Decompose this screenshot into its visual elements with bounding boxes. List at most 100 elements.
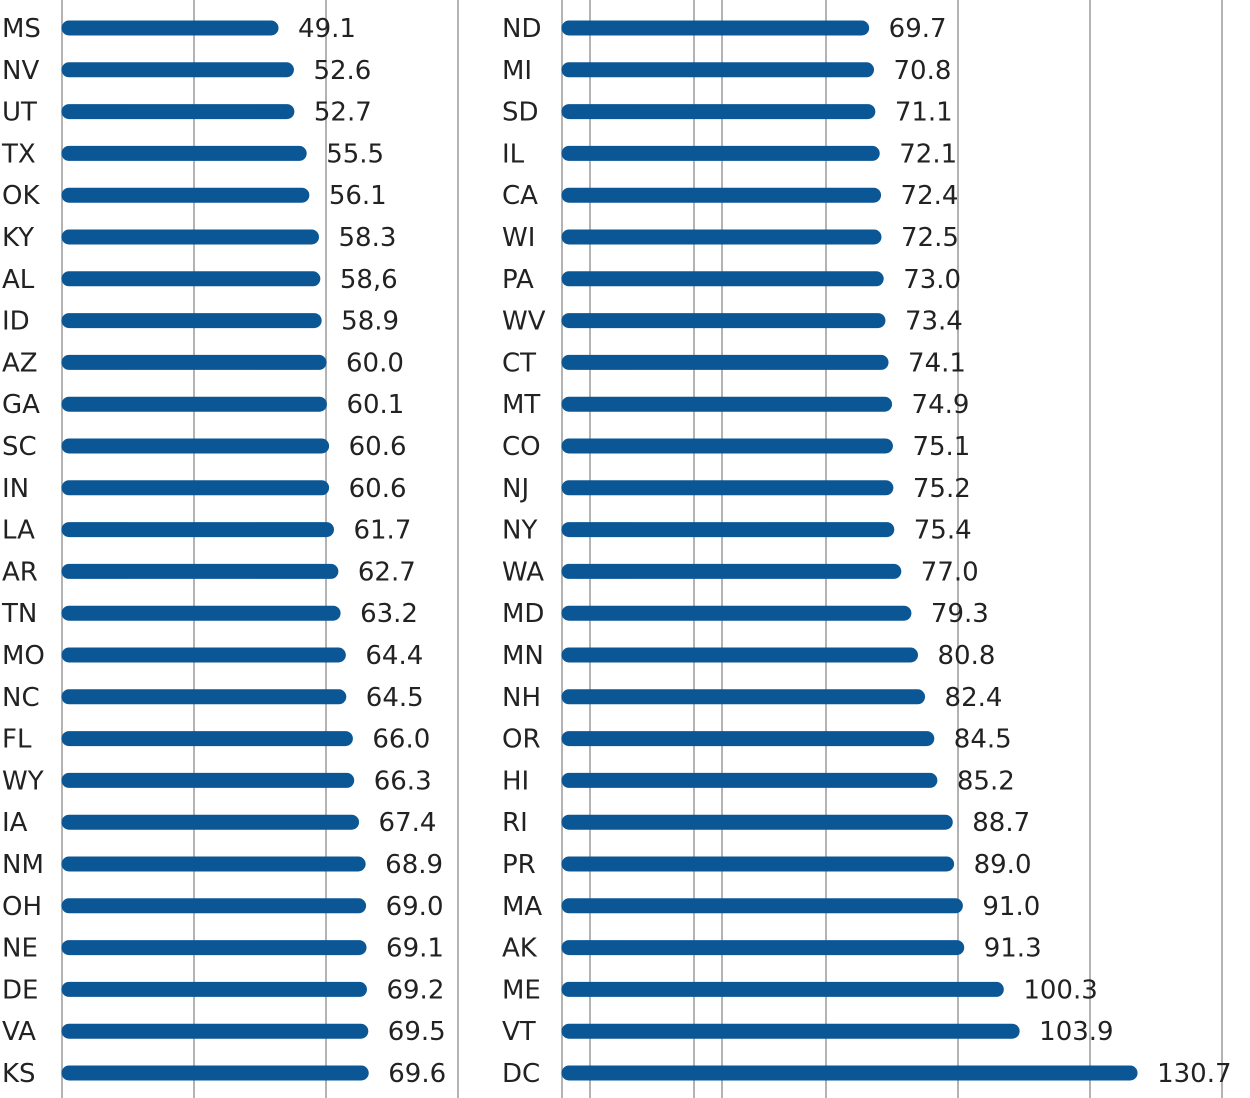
category-label-al: AL [2, 265, 35, 295]
value-label-nh: 82.4 [945, 683, 1003, 713]
value-label-mo: 64.4 [365, 641, 423, 671]
category-label-de: DE [2, 975, 38, 1005]
chart-panel-1: MS 49.1 NV 52.6 UT 52.7 TX 55.5 OK 56.1 KY 58.3 AL 58… [1, 0, 723, 1098]
value-label-ri: 88.7 [972, 808, 1030, 838]
value-label-tx: 55.5 [326, 139, 384, 169]
category-label-co: CO [502, 432, 541, 462]
value-label-tn: 63.2 [360, 599, 418, 629]
value-label-sc: 60.6 [349, 432, 407, 462]
category-label-sc: SC [2, 432, 37, 462]
category-label-wa: WA [502, 557, 544, 587]
category-label-az: AZ [2, 348, 38, 378]
category-label-ne: NE [2, 934, 38, 964]
value-label-ok: 56.1 [329, 181, 387, 211]
value-label-wy: 66.3 [374, 766, 432, 796]
value-label-ma: 91.0 [982, 892, 1040, 922]
value-label-il: 72.1 [899, 139, 957, 169]
value-label-dc: 130.7 [1157, 1059, 1231, 1089]
value-label-wa: 77.0 [921, 557, 979, 587]
category-label-dc: DC [502, 1059, 540, 1089]
chart-panel-2: ND 69.7 MI 70.8 SD 71.1 IL 72.1 CA 72.4 WI 72.5 PA 73… [502, 0, 1232, 1098]
value-label-ga: 60.1 [346, 390, 404, 420]
category-label-il: IL [502, 139, 525, 169]
value-label-pa: 73.0 [903, 265, 961, 295]
category-label-ms: MS [2, 14, 41, 44]
category-label-oh: OH [2, 892, 42, 922]
value-label-id: 58.9 [341, 307, 399, 337]
category-label-ri: RI [502, 808, 528, 838]
value-label-wi: 72.5 [901, 223, 959, 253]
category-label-ut: UT [2, 98, 37, 128]
value-label-ar: 62.7 [358, 557, 416, 587]
category-label-ak: AK [502, 934, 538, 964]
category-label-nh: NH [502, 683, 541, 713]
value-label-de: 69.2 [386, 975, 444, 1005]
category-label-fl: FL [2, 725, 32, 755]
category-label-ny: NY [502, 516, 537, 546]
category-label-wi: WI [502, 223, 535, 253]
category-label-la: LA [2, 516, 35, 546]
category-label-pa: PA [502, 265, 534, 295]
value-label-hi: 85.2 [957, 766, 1015, 796]
category-label-ga: GA [2, 390, 40, 420]
value-label-me: 100.3 [1023, 975, 1097, 1005]
value-label-oh: 69.0 [386, 892, 444, 922]
value-label-ny: 75.4 [914, 516, 972, 546]
category-label-vt: VT [502, 1017, 536, 1047]
category-label-me: ME [502, 975, 541, 1005]
value-label-ne: 69.1 [386, 934, 444, 964]
value-label-nd: 69.7 [889, 14, 947, 44]
category-label-nj: NJ [502, 474, 529, 504]
value-label-ky: 58.3 [339, 223, 397, 253]
category-label-mt: MT [502, 390, 540, 420]
category-label-wy: WY [2, 766, 44, 796]
value-label-fl: 66.0 [372, 725, 430, 755]
category-label-nc: NC [2, 683, 40, 713]
value-label-wv: 73.4 [905, 307, 963, 337]
value-label-nc: 64.5 [366, 683, 424, 713]
category-label-or: OR [502, 725, 541, 755]
category-label-va: VA [2, 1017, 36, 1047]
value-label-ia: 67.4 [379, 808, 437, 838]
category-label-nv: NV [2, 56, 39, 86]
category-label-ct: CT [502, 348, 536, 378]
category-label-in: IN [2, 474, 29, 504]
value-label-md: 79.3 [931, 599, 989, 629]
category-label-ma: MA [502, 892, 542, 922]
category-label-nd: ND [502, 14, 541, 44]
value-label-ut: 52.7 [314, 98, 372, 128]
value-label-in: 60.6 [349, 474, 407, 504]
category-label-ok: OK [2, 181, 40, 211]
value-label-vt: 103.9 [1039, 1017, 1113, 1047]
value-label-sd: 71.1 [895, 98, 953, 128]
category-label-pr: PR [502, 850, 536, 880]
value-label-co: 75.1 [912, 432, 970, 462]
value-label-nm: 68.9 [385, 850, 443, 880]
category-label-nm: NM [2, 850, 44, 880]
value-label-mn: 80.8 [938, 641, 996, 671]
value-label-al: 58,6 [340, 265, 398, 295]
category-label-mo: MO [2, 641, 45, 671]
value-label-mi: 70.8 [894, 56, 952, 86]
value-label-mt: 74.9 [912, 390, 970, 420]
value-label-la: 61.7 [353, 516, 411, 546]
value-label-ca: 72.4 [901, 181, 959, 211]
category-label-ia: IA [2, 808, 28, 838]
category-label-tx: TX [1, 139, 36, 169]
category-label-md: MD [502, 599, 544, 629]
category-label-id: ID [2, 307, 30, 337]
value-label-az: 60.0 [346, 348, 404, 378]
value-label-nv: 52.6 [313, 56, 371, 86]
category-label-tn: TN [1, 599, 37, 629]
value-label-or: 84.5 [954, 725, 1012, 755]
category-label-hi: HI [502, 766, 529, 796]
category-label-ks: KS [2, 1059, 36, 1089]
value-label-ak: 91.3 [984, 934, 1042, 964]
category-label-wv: WV [502, 307, 546, 337]
category-label-sd: SD [502, 98, 539, 128]
value-label-ks: 69.6 [388, 1059, 446, 1089]
category-label-mn: MN [502, 641, 544, 671]
category-label-ky: KY [2, 223, 34, 253]
